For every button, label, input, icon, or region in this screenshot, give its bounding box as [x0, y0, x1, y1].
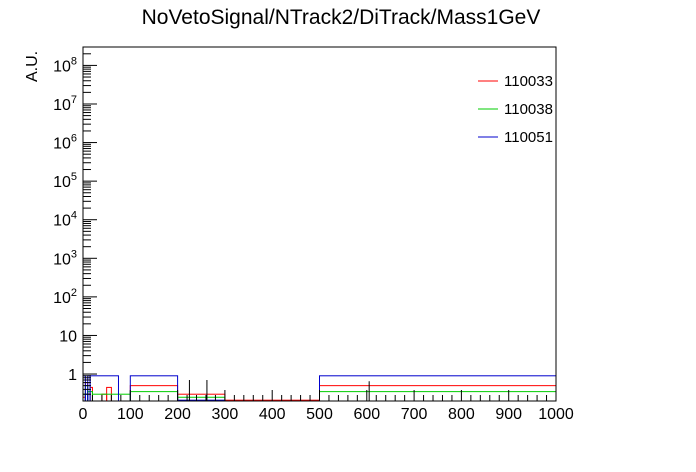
- y-tick-label: 107: [53, 94, 77, 114]
- y-tick-label: 104: [53, 210, 77, 230]
- legend: 110033 110038 110051: [478, 73, 553, 146]
- y-tick-label: 103: [53, 248, 77, 268]
- y-tick-label: 105: [53, 171, 77, 191]
- x-tick-label: 300: [212, 406, 239, 423]
- y-tick-label: 106: [53, 133, 77, 153]
- x-tick-label: 400: [259, 406, 286, 423]
- x-tick-label: 800: [448, 406, 475, 423]
- histogram-bin: [129, 385, 179, 402]
- y-tick-label: 1: [68, 367, 77, 384]
- y-tick-label: 10: [59, 328, 77, 345]
- legend-entry: 110051: [478, 129, 553, 146]
- legend-label: 110038: [504, 101, 553, 118]
- histogram-bin: [101, 393, 108, 402]
- histogram-bin: [319, 375, 557, 402]
- x-tick-label: 700: [401, 406, 428, 423]
- x-tick-label: 100: [117, 406, 144, 423]
- legend-label: 110051: [504, 129, 553, 146]
- x-tick-label: 1000: [538, 406, 574, 423]
- histogram-bin: [129, 375, 179, 402]
- y-tick-label: 108: [53, 55, 77, 75]
- x-tick-label: 500: [306, 406, 333, 423]
- legend-entry: 110033: [478, 73, 553, 90]
- histogram-bin: [319, 391, 557, 402]
- x-tick-label: 600: [353, 406, 380, 423]
- histogram-bin: [129, 391, 179, 402]
- chart-title: NoVetoSignal/NTrack2/DiTrack/Mass1GeV: [142, 6, 541, 29]
- histogram-bin: [319, 385, 557, 402]
- legend-entry: 110038: [478, 101, 553, 118]
- x-tick-label: 200: [164, 406, 191, 423]
- axes: 0 100 200 300 400 500 600 700 800 900 1000 1 10 102 10…: [53, 46, 574, 423]
- plot-frame: [82, 46, 557, 402]
- y-axis: 1 10 102 103 104 105 106 107 108: [53, 46, 97, 402]
- x-axis: 0 100 200 300 400 500 600 700 800 900 1000: [79, 390, 574, 423]
- y-axis-label: A.U.: [24, 51, 41, 82]
- histogram-bin: [89, 375, 119, 402]
- legend-label: 110033: [504, 73, 553, 90]
- y-tick-label: 102: [53, 287, 77, 307]
- x-tick-label: 0: [79, 406, 88, 423]
- x-tick-label: 900: [495, 406, 522, 423]
